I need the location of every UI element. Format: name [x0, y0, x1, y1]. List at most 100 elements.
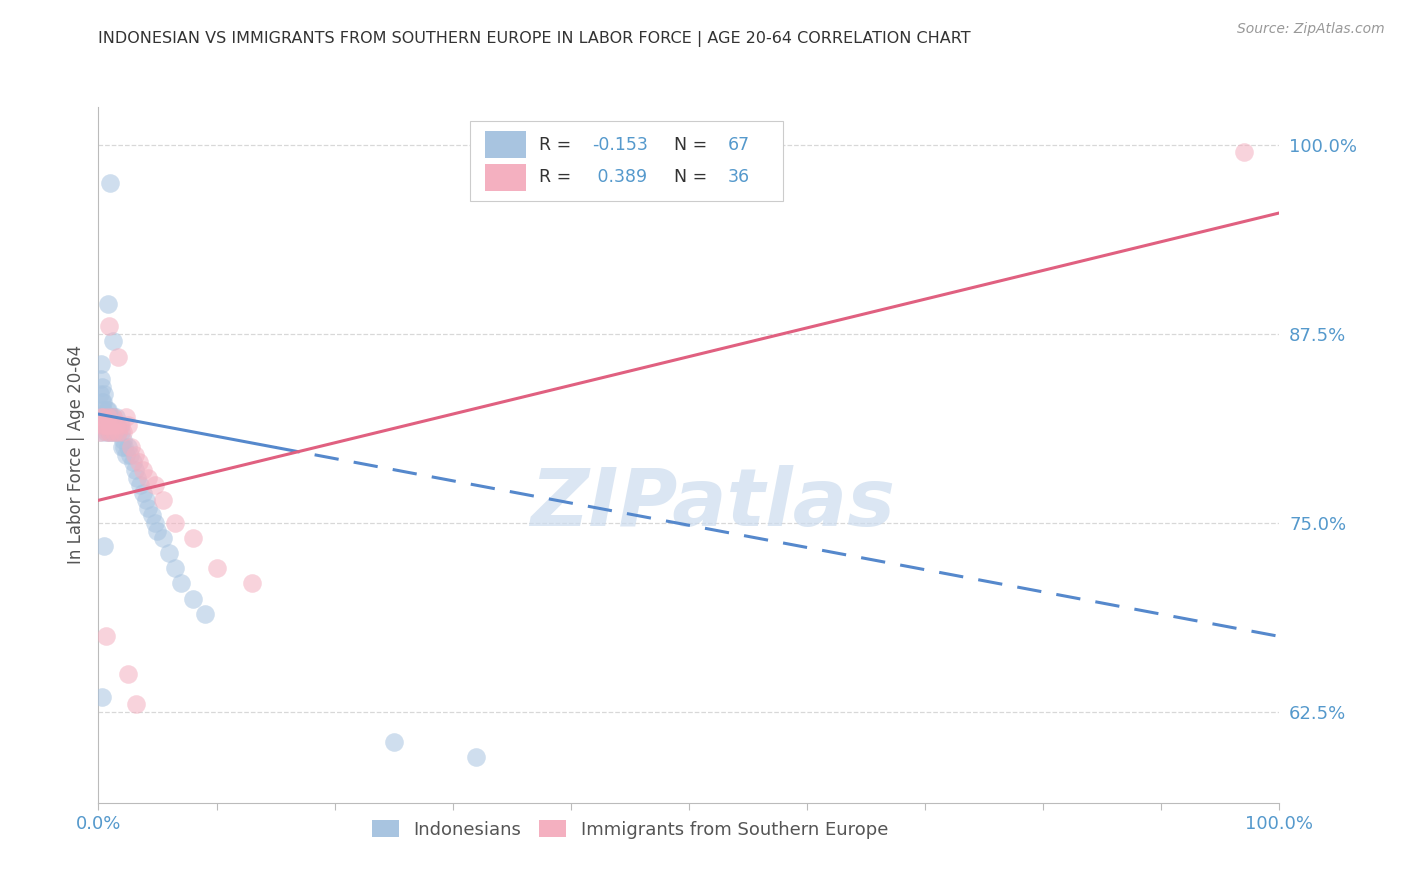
Point — [105, 410, 128, 425]
Point — [107, 425, 129, 440]
Point — [117, 441, 139, 455]
Text: N =: N = — [664, 169, 713, 186]
Point — [98, 410, 121, 425]
Point — [91, 417, 114, 432]
Point — [89, 410, 111, 425]
Point — [117, 417, 139, 432]
Point — [97, 402, 120, 417]
Point — [152, 493, 174, 508]
Point — [194, 607, 217, 621]
Point — [93, 417, 115, 432]
Text: R =: R = — [538, 169, 576, 186]
Text: 0.389: 0.389 — [592, 169, 647, 186]
Point — [101, 410, 124, 425]
Point — [152, 531, 174, 545]
Point — [98, 425, 121, 440]
Point — [121, 455, 143, 469]
Point — [181, 531, 204, 545]
Point — [96, 417, 118, 432]
Point — [97, 417, 120, 432]
Point — [93, 539, 115, 553]
Point — [114, 410, 136, 425]
Point — [114, 448, 136, 462]
Point — [132, 485, 155, 500]
Point — [136, 500, 159, 515]
Point — [100, 425, 122, 440]
Point — [143, 478, 166, 492]
Point — [91, 410, 114, 425]
Point — [94, 410, 117, 425]
Legend: Indonesians, Immigrants from Southern Europe: Indonesians, Immigrants from Southern Eu… — [364, 814, 896, 846]
Text: R =: R = — [538, 136, 576, 153]
Point — [112, 425, 135, 440]
Point — [91, 395, 114, 409]
Point — [120, 448, 142, 462]
Point — [91, 690, 114, 704]
Point — [124, 448, 146, 462]
Point — [98, 410, 121, 425]
Point — [104, 417, 127, 432]
Text: Source: ZipAtlas.com: Source: ZipAtlas.com — [1237, 22, 1385, 37]
Point — [98, 425, 121, 440]
Point — [105, 417, 128, 432]
Bar — [485, 164, 526, 191]
Point — [128, 455, 150, 469]
Point — [89, 387, 111, 401]
Point — [98, 176, 121, 190]
Point — [132, 463, 155, 477]
Text: ZIPatlas: ZIPatlas — [530, 465, 896, 542]
Text: -0.153: -0.153 — [592, 136, 648, 153]
FancyBboxPatch shape — [471, 121, 783, 201]
Point — [108, 417, 131, 432]
Point — [97, 410, 120, 425]
Point — [91, 395, 114, 409]
Point — [136, 470, 159, 484]
Point — [128, 478, 150, 492]
Point — [117, 667, 139, 681]
Point — [90, 410, 112, 425]
Point — [105, 425, 128, 440]
Point — [110, 417, 132, 432]
Point — [91, 410, 114, 425]
Point — [94, 425, 117, 440]
Point — [127, 470, 149, 484]
Point — [97, 410, 120, 425]
Point — [90, 372, 112, 386]
Point — [107, 425, 129, 440]
Y-axis label: In Labor Force | Age 20-64: In Labor Force | Age 20-64 — [66, 345, 84, 565]
Point — [146, 524, 169, 538]
Point — [1233, 145, 1256, 160]
Text: N =: N = — [664, 136, 713, 153]
Point — [382, 735, 405, 749]
Point — [143, 516, 166, 530]
Point — [97, 296, 120, 310]
Point — [90, 425, 112, 440]
Point — [93, 387, 115, 401]
Point — [112, 433, 135, 447]
Point — [135, 493, 157, 508]
Point — [110, 425, 132, 440]
Point — [103, 425, 125, 440]
Point — [101, 417, 124, 432]
Point — [165, 561, 187, 575]
Bar — [485, 131, 526, 158]
Point — [93, 410, 115, 425]
Point — [91, 380, 114, 394]
Point — [240, 576, 263, 591]
Point — [93, 417, 115, 432]
Point — [96, 425, 118, 440]
Point — [165, 516, 187, 530]
Point — [101, 334, 124, 349]
Point — [107, 350, 129, 364]
Point — [103, 417, 125, 432]
Point — [124, 463, 146, 477]
Point — [125, 698, 148, 712]
Point — [94, 417, 117, 432]
Point — [157, 546, 180, 560]
Point — [91, 417, 114, 432]
Point — [98, 319, 121, 334]
Point — [112, 441, 135, 455]
Point — [100, 417, 122, 432]
Point — [89, 425, 111, 440]
Point — [205, 561, 228, 575]
